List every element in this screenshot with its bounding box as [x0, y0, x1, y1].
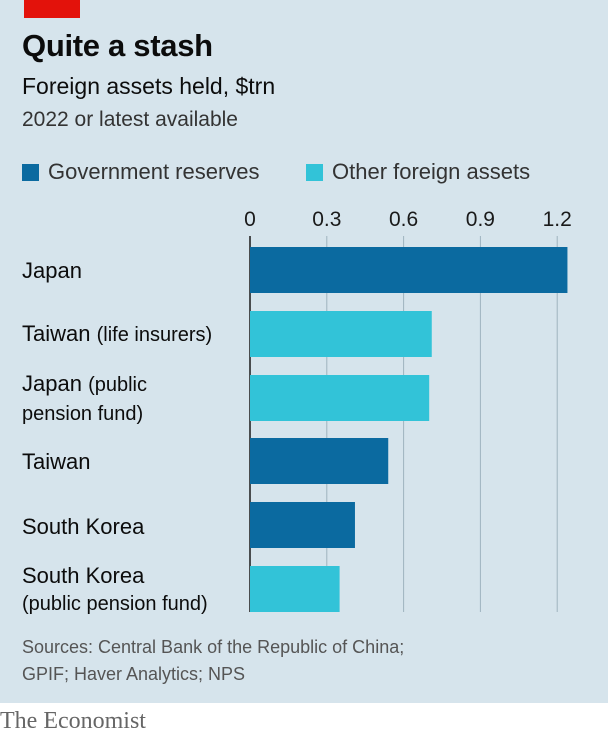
category-label-main: South Korea	[22, 563, 145, 588]
category-label-main: Japan	[22, 371, 82, 396]
category-label-japan: Japan	[22, 257, 82, 284]
legend-label-government-reserves: Government reserves	[48, 159, 260, 184]
x-tick-label: 1.2	[543, 208, 572, 231]
chart-subtitle: Foreign assets held, $trn	[22, 73, 276, 99]
category-label-sub: (public pension fund)	[22, 593, 208, 615]
sources-line-2: GPIF; Haver Analytics; NPS	[22, 664, 246, 684]
bar	[250, 247, 568, 293]
x-tick-label: 0.6	[389, 208, 418, 231]
bar	[250, 375, 430, 421]
category-label-taiwan-life-insurers: Taiwan (life insurers)	[22, 320, 212, 349]
brand-red-tag	[24, 0, 80, 18]
category-label-taiwan: Taiwan	[22, 448, 90, 475]
sources-note: Sources: Central Bank of the Republic of…	[22, 634, 404, 688]
category-label-sub: pension fund)	[22, 403, 144, 425]
x-tick-label: 0	[244, 208, 256, 231]
category-label-main: Taiwan	[22, 321, 91, 346]
category-label-japan-public-pension-fund: Japan (public pension fund)	[22, 370, 147, 428]
legend-swatch-government-reserves	[22, 163, 39, 181]
legend-item-other-foreign-assets: Other foreign assets	[306, 159, 530, 185]
category-label-main: Taiwan	[22, 449, 91, 474]
x-tick-label: 0.9	[466, 208, 495, 231]
bar	[250, 502, 355, 548]
category-label-main: South Korea	[22, 514, 145, 539]
category-label-sub: (public	[88, 374, 147, 396]
sources-line-1: Sources: Central Bank of the Republic of…	[22, 637, 405, 657]
bar	[250, 311, 432, 357]
legend-item-government-reserves: Government reserves	[22, 159, 260, 185]
category-label-main: Japan	[22, 258, 82, 283]
category-label-sub: (life insurers)	[96, 324, 213, 346]
category-label-south-korea-public-pension-fund: South Korea (public pension fund)	[22, 562, 208, 618]
x-tick-label: 0.3	[312, 208, 341, 231]
legend-label-other-foreign-assets: Other foreign assets	[332, 159, 531, 184]
economist-logo: The Economist	[0, 708, 146, 734]
bar-chart: 0 0.3 0.6 0.9 1.2	[244, 208, 572, 612]
chart-title: Quite a stash	[22, 28, 213, 63]
chart-note: 2022 or latest available	[22, 108, 238, 131]
bar	[250, 566, 340, 612]
bar	[250, 438, 389, 484]
category-label-south-korea: South Korea	[22, 513, 144, 540]
legend-swatch-other-foreign-assets	[306, 163, 323, 181]
